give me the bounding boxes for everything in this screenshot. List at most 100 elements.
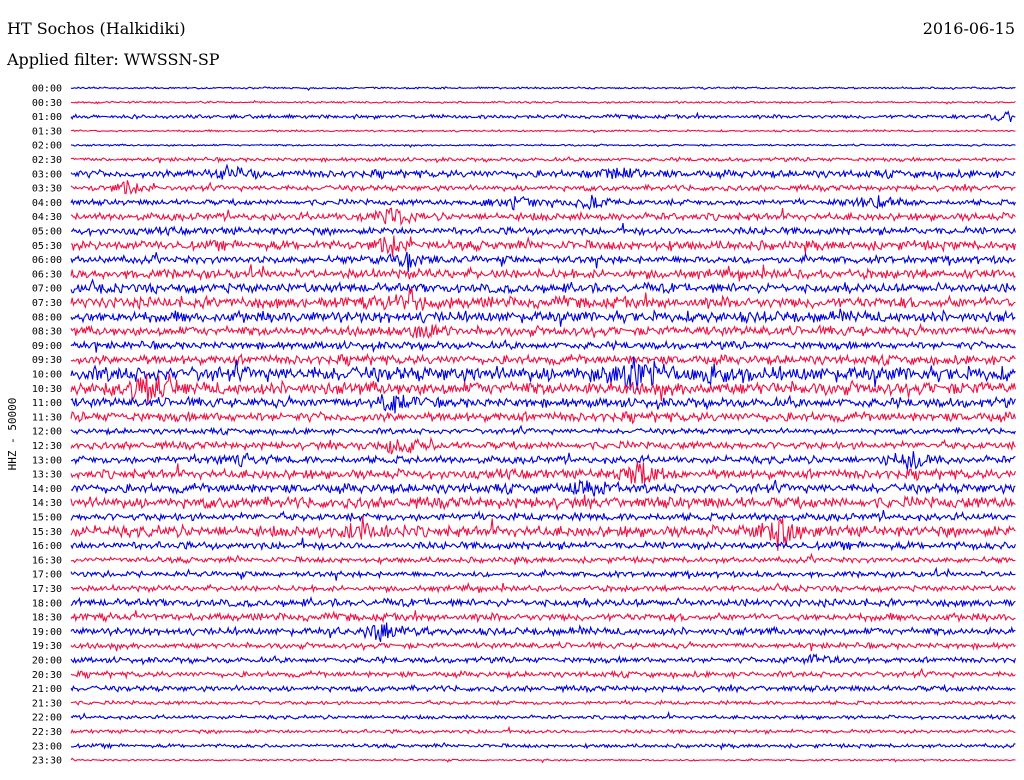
trace-1400 — [70, 479, 1016, 497]
filter-label: Applied filter: WWSSN-SP — [7, 50, 220, 69]
trace-1430 — [70, 494, 1016, 512]
trace-0330 — [70, 180, 1016, 196]
trace-0300 — [70, 163, 1016, 181]
trace-0800 — [70, 308, 1016, 327]
time-tick-labels: 00:00 00:30 01:00 01:30 02:00 02:30 03:00 03:30… — [32, 84, 62, 767]
time-tick-label: 14:30 — [32, 498, 62, 509]
trace-1330 — [70, 461, 1016, 484]
trace-2230 — [70, 725, 1016, 736]
trace-0600 — [70, 251, 1016, 273]
time-tick-label: 00:00 — [32, 84, 62, 95]
date-label: 2016-06-15 — [922, 19, 1015, 38]
trace-2200 — [70, 710, 1016, 721]
trace-0900 — [70, 338, 1016, 353]
trace-1600 — [70, 537, 1016, 552]
time-tick-label: 17:30 — [32, 584, 62, 595]
trace-0030 — [70, 99, 1016, 105]
trace-1800 — [70, 596, 1016, 609]
trace-0130 — [70, 128, 1016, 134]
time-tick-label: 07:00 — [32, 284, 62, 295]
time-tick-label: 20:30 — [32, 670, 62, 681]
trace-0230 — [70, 156, 1016, 164]
trace-2130 — [70, 699, 1016, 706]
time-tick-label: 10:00 — [32, 370, 62, 381]
trace-1230 — [70, 436, 1016, 455]
trace-2000 — [70, 653, 1016, 666]
trace-0100 — [70, 110, 1016, 123]
trace-1200 — [70, 424, 1016, 437]
time-tick-label: 12:30 — [32, 441, 62, 452]
seismic-traces — [70, 86, 1016, 764]
time-tick-label: 18:00 — [32, 598, 62, 609]
time-tick-label: 08:00 — [32, 312, 62, 323]
time-tick-label: 18:30 — [32, 613, 62, 624]
trace-1900 — [70, 622, 1016, 642]
time-tick-label: 12:00 — [32, 427, 62, 438]
time-tick-label: 13:00 — [32, 455, 62, 466]
time-tick-label: 15:30 — [32, 527, 62, 538]
time-tick-label: 09:30 — [32, 355, 62, 366]
time-tick-label: 20:00 — [32, 656, 62, 667]
time-tick-label: 01:30 — [32, 126, 62, 137]
trace-1830 — [70, 610, 1016, 624]
time-tick-label: 03:00 — [32, 169, 62, 180]
trace-2300 — [70, 742, 1016, 751]
time-tick-label: 13:30 — [32, 470, 62, 481]
time-tick-label: 02:30 — [32, 155, 62, 166]
time-tick-label: 04:30 — [32, 212, 62, 223]
time-tick-label: 22:00 — [32, 713, 62, 724]
time-tick-label: 06:00 — [32, 255, 62, 266]
time-tick-label: 06:30 — [32, 269, 62, 280]
time-tick-label: 05:00 — [32, 227, 62, 238]
time-tick-label: 21:30 — [32, 698, 62, 709]
trace-2030 — [70, 667, 1016, 680]
time-tick-label: 22:30 — [32, 727, 62, 738]
time-tick-label: 14:00 — [32, 484, 62, 495]
time-tick-label: 11:00 — [32, 398, 62, 409]
time-tick-label: 01:00 — [32, 112, 62, 123]
time-tick-label: 23:30 — [32, 756, 62, 767]
trace-1930 — [70, 640, 1016, 652]
trace-1530 — [70, 515, 1016, 551]
trace-0830 — [70, 322, 1016, 340]
trace-0400 — [70, 194, 1016, 211]
time-tick-label: 15:00 — [32, 513, 62, 524]
time-tick-label: 16:30 — [32, 555, 62, 566]
time-tick-label: 03:30 — [32, 184, 62, 195]
time-tick-label: 02:00 — [32, 141, 62, 152]
time-tick-label: 21:00 — [32, 684, 62, 695]
trace-1500 — [70, 509, 1016, 523]
time-tick-label: 23:00 — [32, 741, 62, 752]
time-tick-label: 19:30 — [32, 641, 62, 652]
trace-0630 — [70, 264, 1016, 282]
time-tick-label: 19:00 — [32, 627, 62, 638]
trace-1030 — [70, 373, 1016, 405]
trace-1730 — [71, 581, 1016, 594]
time-tick-label: 11:30 — [32, 412, 62, 423]
trace-0430 — [70, 207, 1016, 226]
station-title: HT Sochos (Halkidiki) — [7, 19, 186, 38]
trace-1130 — [70, 410, 1016, 425]
time-tick-label: 00:30 — [32, 98, 62, 109]
trace-0000 — [70, 86, 1016, 92]
time-tick-label: 07:30 — [32, 298, 62, 309]
trace-2100 — [70, 683, 1016, 694]
trace-1100 — [70, 394, 1016, 414]
trace-0930 — [70, 352, 1016, 368]
trace-0700 — [70, 278, 1016, 295]
time-tick-label: 16:00 — [32, 541, 62, 552]
trace-1700 — [70, 566, 1016, 581]
time-tick-label: 10:30 — [32, 384, 62, 395]
trace-0500 — [71, 223, 1016, 238]
time-tick-label: 09:00 — [32, 341, 62, 352]
trace-2330 — [70, 757, 1016, 764]
trace-1300 — [70, 451, 1016, 470]
trace-0730 — [70, 287, 1016, 311]
trace-1630 — [70, 552, 1016, 566]
trace-0530 — [70, 235, 1016, 257]
time-tick-label: 08:30 — [32, 327, 62, 338]
trace-1000 — [70, 356, 1016, 391]
time-tick-label: 04:00 — [32, 198, 62, 209]
time-tick-label: 17:00 — [32, 570, 62, 581]
